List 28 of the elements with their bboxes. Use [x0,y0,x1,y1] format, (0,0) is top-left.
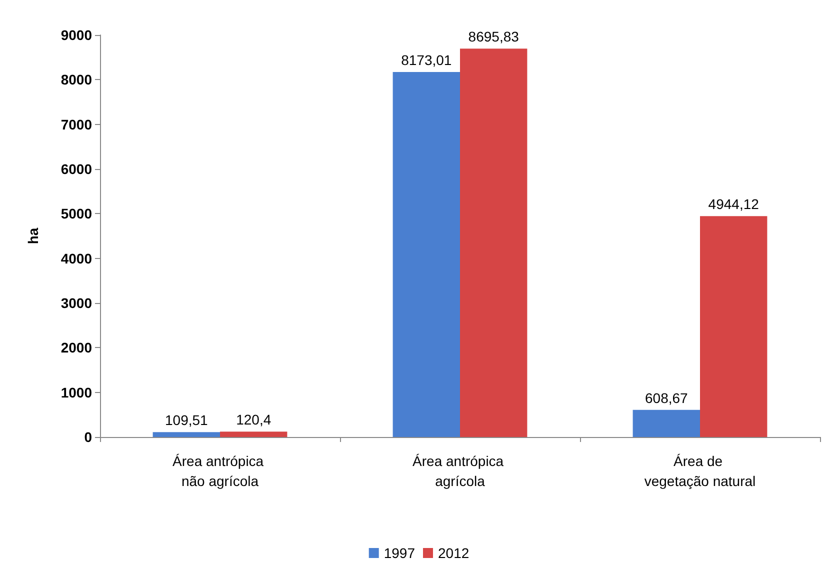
bar [152,432,220,437]
legend-label: 2012 [438,545,470,561]
data-label: 8695,83 [468,28,520,45]
legend-label: 1997 [384,545,416,561]
bar [220,432,288,437]
x-tick-label: Área antrópica não agrícola [172,453,268,489]
y-tick-label: 2000 [60,340,92,356]
bar [700,216,768,437]
data-label: 4944,12 [708,196,760,212]
y-tick-label: 3000 [60,295,92,311]
y-tick-label: 7000 [60,116,92,132]
y-axis-title: ha [25,228,41,244]
data-label: 608,67 [644,390,688,406]
bar [460,48,528,437]
bar [632,410,700,437]
y-tick-label: 9000 [60,27,92,43]
y-tick-label: 8000 [60,72,92,88]
y-tick-label: 6000 [60,161,92,177]
y-tick-label: 1000 [60,384,92,400]
data-label: 8173,01 [401,52,452,68]
y-tick-label: 0 [84,429,92,445]
x-tick-label: Área de vegetação natural [644,453,756,489]
y-tick-label: 5000 [60,206,92,222]
data-label: 109,51 [164,412,208,428]
bar [392,72,460,437]
y-tick-label: 4000 [60,250,92,266]
x-tick-label: Área antrópica agrícola [412,453,508,489]
data-label: 120,4 [236,412,272,428]
